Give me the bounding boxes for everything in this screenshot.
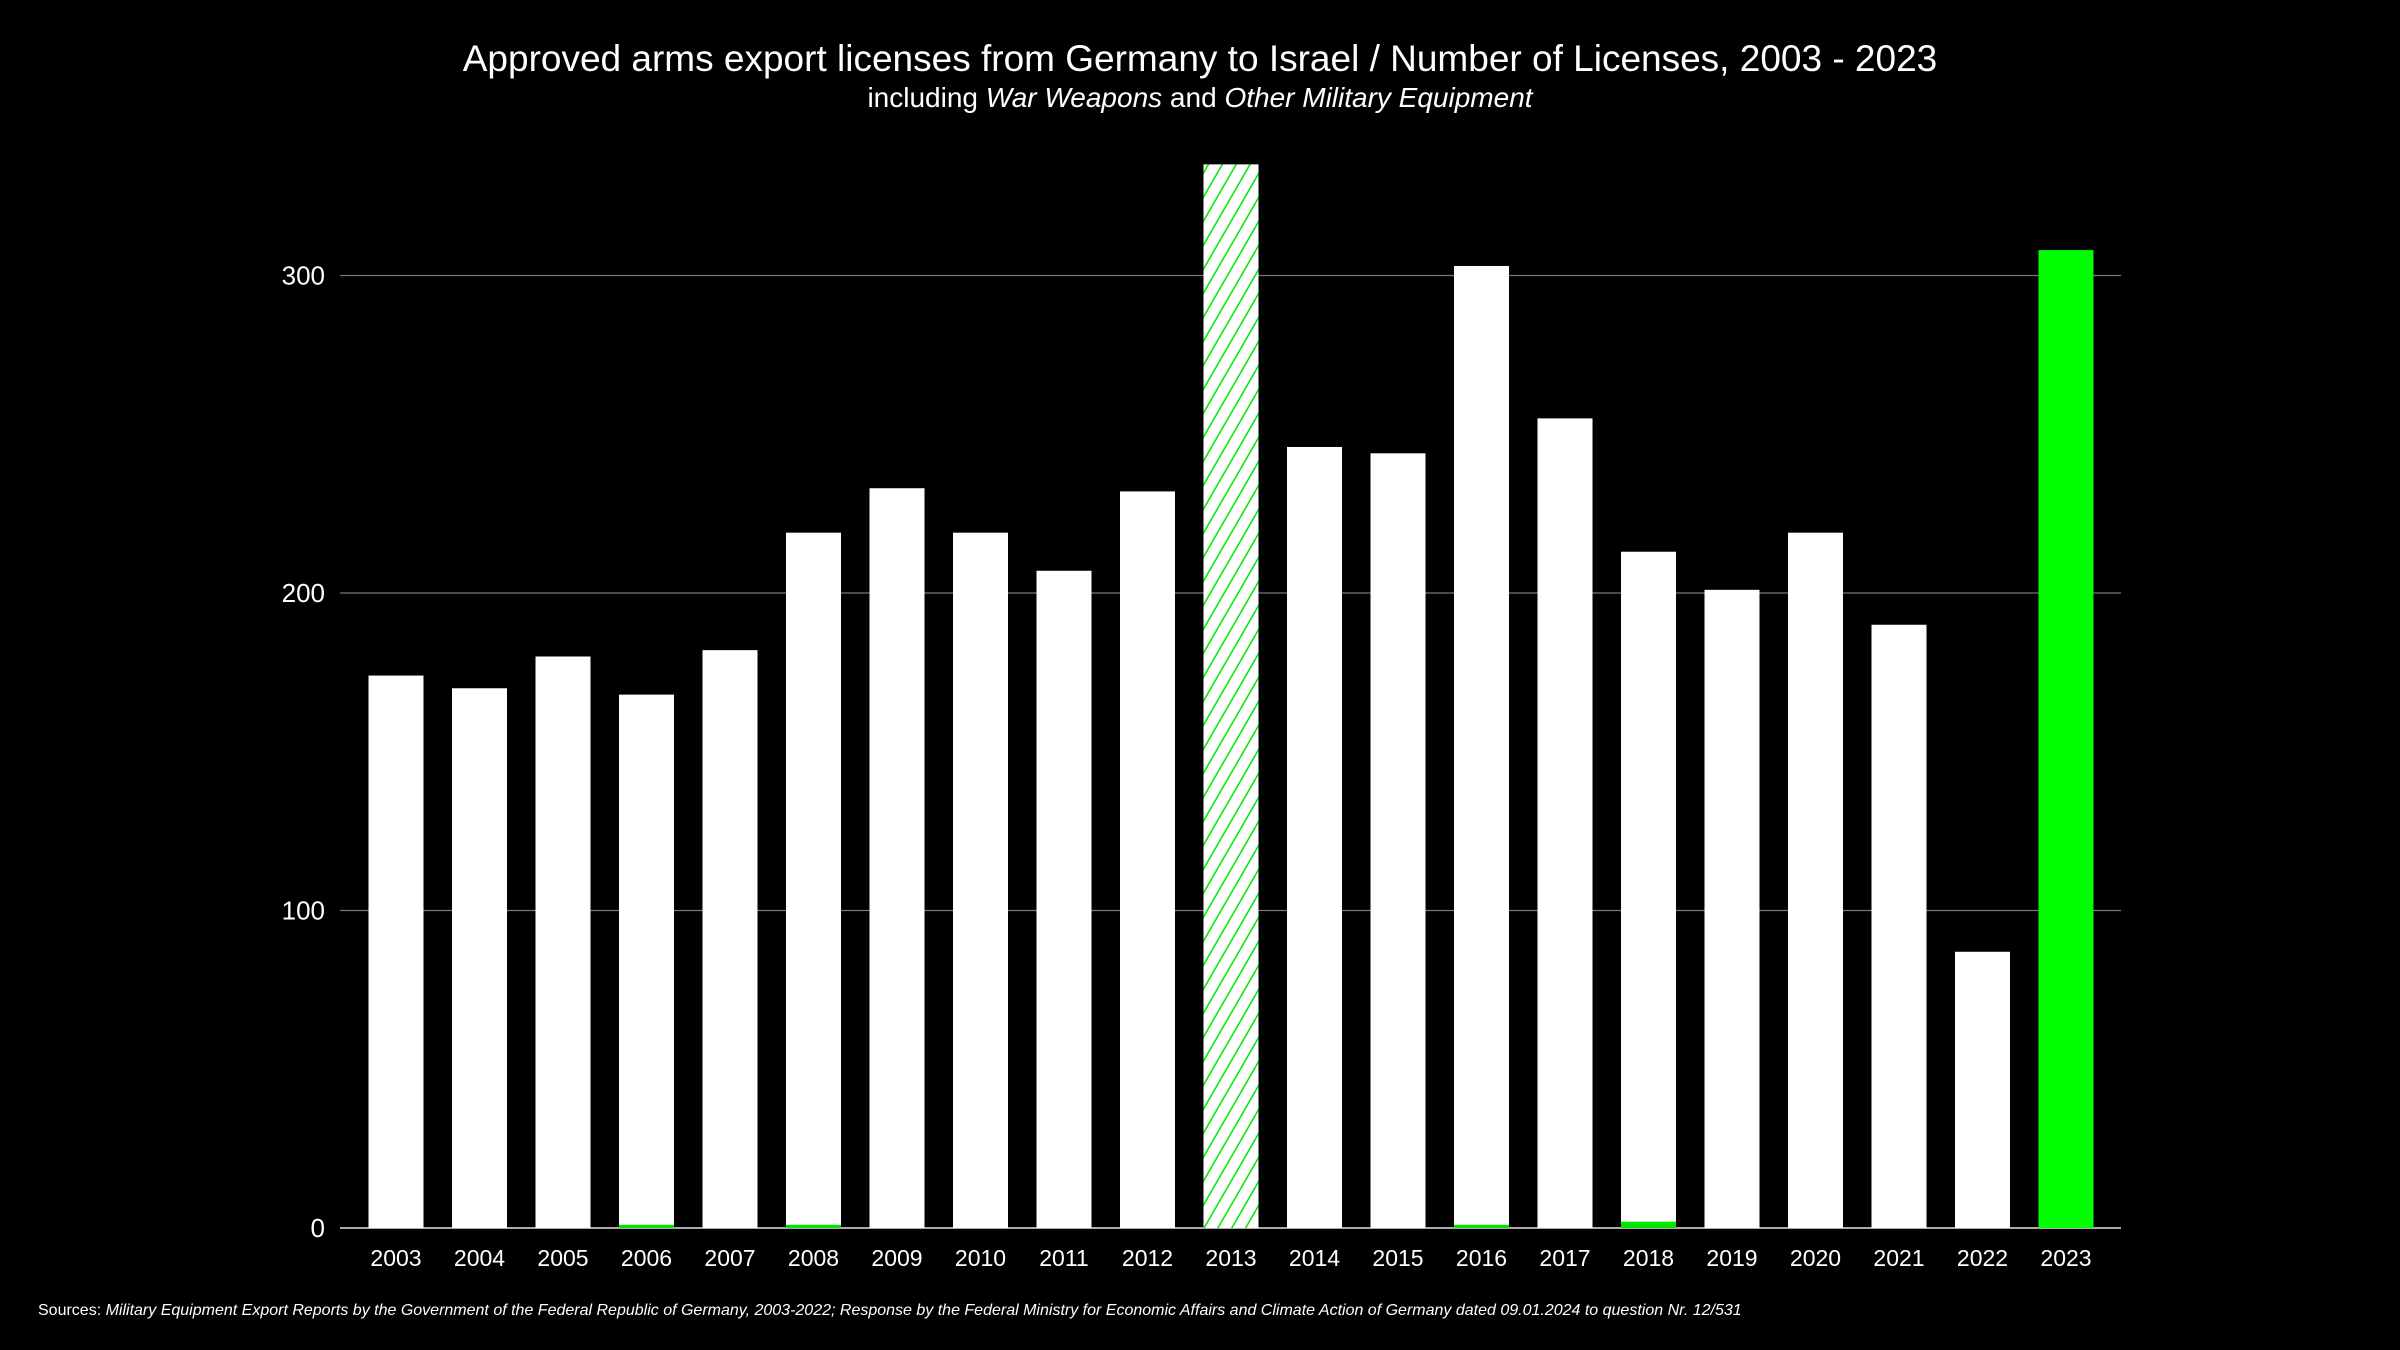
bar-2004 xyxy=(452,688,507,1228)
y-tick-label: 300 xyxy=(282,261,325,291)
bar-2015 xyxy=(1370,453,1426,1228)
subtitle-text: and xyxy=(1162,82,1225,113)
x-tick-label: 2005 xyxy=(537,1245,588,1271)
subtitle-text: including xyxy=(867,82,986,113)
bar-2023 xyxy=(2038,250,2094,1229)
x-tick-label: 2004 xyxy=(454,1245,505,1271)
chart-title: Approved arms export licenses from Germa… xyxy=(462,38,1938,79)
bar-2016 xyxy=(1454,265,1509,1229)
sources-label: Sources: xyxy=(38,1302,102,1319)
sources-note: Sources: Military Equipment Export Repor… xyxy=(38,1302,1742,1320)
bar-segment-2018 xyxy=(1621,1221,1676,1228)
x-tick-label: 2019 xyxy=(1706,1245,1757,1271)
y-tick-label: 100 xyxy=(282,896,325,926)
bar-segment-2008 xyxy=(786,1224,841,1228)
bar-2014 xyxy=(1287,446,1342,1228)
x-tick-label: 2018 xyxy=(1623,1245,1674,1271)
x-tick-label: 2008 xyxy=(788,1245,839,1271)
x-tick-label: 2017 xyxy=(1539,1245,1590,1271)
x-tick-label: 2009 xyxy=(871,1245,922,1271)
bar-2007 xyxy=(702,650,758,1228)
bar-2017 xyxy=(1537,418,1593,1228)
bar-2010 xyxy=(953,532,1008,1228)
y-tick-label: 200 xyxy=(282,578,325,608)
x-tick-label: 2006 xyxy=(621,1245,672,1271)
x-tick-label: 2007 xyxy=(704,1245,755,1271)
bar-2018 xyxy=(1621,551,1676,1228)
x-tick-label: 2003 xyxy=(370,1245,421,1271)
x-tick-label: 2020 xyxy=(1790,1245,1841,1271)
bar-2022 xyxy=(1955,951,2010,1228)
bar-2020 xyxy=(1788,532,1843,1228)
x-tick-label: 2013 xyxy=(1205,1245,1256,1271)
y-tick-label: 0 xyxy=(311,1213,325,1243)
sources-text: Military Equipment Export Reports by the… xyxy=(105,1302,1742,1319)
x-tick-label: 2010 xyxy=(955,1245,1006,1271)
bar-2021 xyxy=(1871,624,1927,1228)
subtitle-other-equipment: Other Military Equipment xyxy=(1224,82,1533,113)
x-tick-label: 2021 xyxy=(1873,1245,1924,1271)
bar-2009 xyxy=(869,488,925,1229)
x-tick-label: 2012 xyxy=(1122,1245,1173,1271)
x-tick-label: 2014 xyxy=(1289,1245,1340,1271)
bar-2011 xyxy=(1036,570,1092,1228)
x-tick-label: 2015 xyxy=(1372,1245,1423,1271)
subtitle-war-weapons: War Weapons xyxy=(985,82,1163,113)
bar-2003 xyxy=(368,675,424,1228)
bar-2013 xyxy=(1203,164,1259,1228)
bar-segment-2006 xyxy=(619,1224,674,1228)
bar-2005 xyxy=(535,656,591,1228)
x-tick-label: 2022 xyxy=(1957,1245,2008,1271)
bar-2008 xyxy=(786,532,841,1228)
chart-subtitle: including War Weapons and Other Military… xyxy=(0,82,2400,114)
bar-2012 xyxy=(1120,491,1175,1228)
x-tick-label: 2011 xyxy=(1039,1245,1088,1271)
x-tick-label: 2016 xyxy=(1456,1245,1507,1271)
bar-segment-2016 xyxy=(1454,1224,1509,1228)
bar-2019 xyxy=(1704,589,1760,1228)
bar-2006 xyxy=(619,694,674,1228)
x-tick-label: 2023 xyxy=(2040,1245,2091,1271)
